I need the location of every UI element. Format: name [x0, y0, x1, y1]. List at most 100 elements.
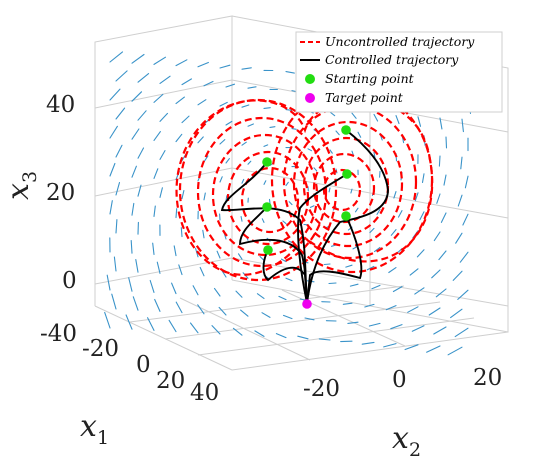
- field-arrow-107: [219, 176, 223, 183]
- field-arrow-122: [181, 189, 185, 200]
- field-arrow-48: [417, 116, 422, 127]
- field-arrow-168: [438, 250, 447, 261]
- legend-swatch-target: [305, 93, 315, 103]
- uncontrolled-loop-7: [292, 120, 404, 248]
- field-arrow-123: [203, 192, 206, 201]
- field-arrow-1: [131, 53, 145, 64]
- field-arrow-34: [109, 88, 121, 101]
- tick-x3-20: 20: [46, 180, 75, 206]
- field-arrow-156: [180, 227, 183, 238]
- field-arrow-142: [240, 216, 243, 222]
- legend-label-starting: Starting point: [325, 71, 415, 86]
- field-arrow-144: [282, 220, 287, 225]
- field-arrow-254: [447, 346, 463, 356]
- field-arrow-109: [263, 180, 267, 185]
- field-arrow-77: [307, 148, 313, 152]
- field-arrow-234: [390, 324, 403, 330]
- field-arrow-215: [342, 302, 353, 305]
- field-arrow-132: [397, 210, 403, 218]
- tick-x1-m20: -20: [82, 336, 119, 362]
- field-arrow-232: [347, 321, 359, 324]
- field-arrow-242: [189, 322, 199, 334]
- field-arrow-233: [368, 322, 381, 327]
- field-arrow-200: [392, 286, 403, 293]
- tick-x1-0: 0: [136, 352, 151, 378]
- grid-x3-40: [94, 79, 233, 109]
- legend-item-uncontrolled: Uncontrolled trajectory: [300, 34, 475, 49]
- field-arrow-3: [175, 59, 188, 67]
- floor-grid-b: [164, 301, 441, 340]
- field-arrow-177: [259, 255, 265, 261]
- floor-grid-a: [129, 285, 405, 323]
- field-arrow-165: [373, 246, 381, 253]
- field-arrow-21: [203, 80, 214, 87]
- legend-label-target: Target point: [325, 90, 404, 105]
- floor-edge-front-left: [94, 305, 233, 371]
- field-arrow-112: [328, 187, 331, 193]
- field-arrow-219: [428, 307, 441, 316]
- field-arrow-149: [390, 229, 397, 236]
- legend-item-controlled: Controlled trajectory: [300, 52, 459, 67]
- field-arrow-90: [225, 158, 230, 164]
- field-arrow-87: [159, 150, 166, 160]
- field-arrow-52: [137, 110, 147, 121]
- controlled-path-5: [306, 215, 363, 304]
- axis-label-x3-sub: 3: [19, 171, 41, 183]
- field-arrow-250: [361, 341, 375, 345]
- field-arrow-183: [388, 267, 397, 274]
- floor-edge-front-right: [231, 331, 509, 371]
- tick-x1-m40: -40: [40, 321, 77, 347]
- field-arrow-102: [109, 162, 116, 177]
- target-point: [302, 299, 312, 309]
- field-arrow-45: [351, 112, 357, 119]
- field-arrow-40: [241, 104, 250, 108]
- field-arrow-197: [328, 282, 337, 285]
- markers: [262, 125, 352, 309]
- starting-point-1: [262, 202, 272, 212]
- field-arrow-195: [285, 277, 293, 282]
- field-arrow-127: [288, 201, 293, 206]
- field-arrow-226: [218, 306, 227, 316]
- field-arrow-117: [436, 193, 441, 204]
- field-arrow-209: [213, 287, 221, 297]
- tick-x3-40: 40: [46, 92, 75, 118]
- starting-point-3: [341, 125, 351, 135]
- field-arrow-50: [461, 118, 464, 133]
- field-arrow-18: [137, 73, 150, 83]
- field-arrow-244: [232, 327, 243, 336]
- grid-x3-20: [94, 167, 233, 197]
- legend-label-controlled: Controlled trajectory: [325, 52, 459, 67]
- field-arrow-185: [431, 269, 441, 279]
- field-arrow-115: [393, 191, 397, 199]
- field-arrow-19: [159, 75, 171, 84]
- legend-item-starting: Starting point: [305, 71, 415, 86]
- field-arrow-37: [175, 96, 185, 105]
- floor-grid-c: [197, 317, 475, 356]
- field-arrow-4: [197, 61, 209, 68]
- field-arrow-68: [109, 125, 118, 139]
- field-arrow-134: [440, 212, 447, 223]
- axis-label-x1-sub: 1: [97, 427, 109, 449]
- field-arrow-74: [241, 141, 247, 146]
- field-arrow-72: [197, 136, 204, 144]
- field-arrow-5: [219, 64, 231, 69]
- field-arrow-201: [414, 287, 425, 295]
- field-arrow-236: [433, 326, 447, 335]
- uncontrolled-loop-0: [178, 98, 338, 282]
- field-arrow-100: [443, 174, 447, 186]
- controlled-path-4: [297, 173, 348, 304]
- field-arrow-20: [181, 78, 193, 86]
- field-arrow-167: [416, 249, 425, 258]
- starting-point-0: [262, 157, 272, 167]
- legend-label-uncontrolled: Uncontrolled trajectory: [325, 34, 475, 49]
- axis-label-x3: x 3: [1, 171, 41, 200]
- tick-x1-20: 20: [156, 368, 185, 394]
- field-arrow-80: [373, 151, 376, 159]
- tick-x2-m20: -20: [303, 376, 340, 402]
- field-arrow-84: [460, 156, 463, 170]
- field-arrow-131: [376, 208, 381, 215]
- field-arrow-83: [438, 155, 441, 167]
- field-arrow-116: [414, 192, 419, 202]
- starting-point-5: [341, 211, 351, 221]
